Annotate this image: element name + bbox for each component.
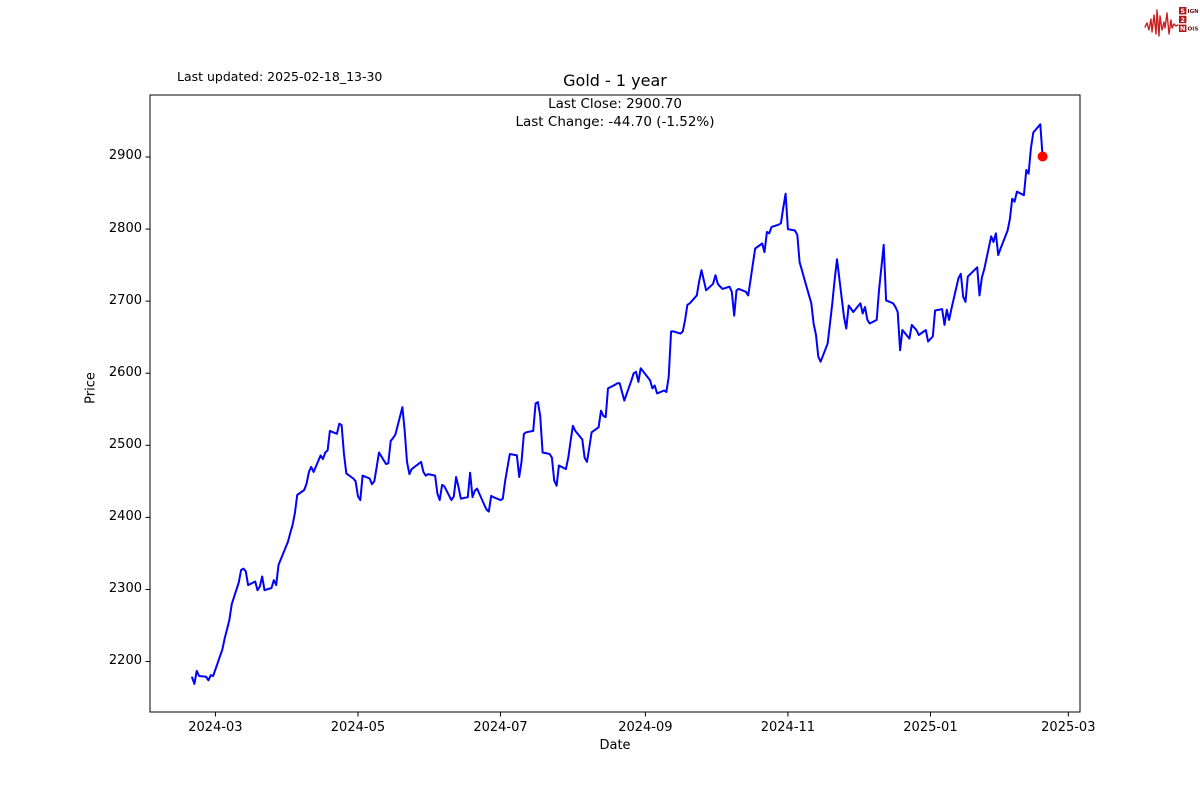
svg-text:N: N	[1180, 25, 1185, 33]
ekg-waveform-icon	[1144, 9, 1179, 37]
last-price-marker	[1037, 151, 1048, 162]
x-tick-label: 2024-09	[618, 720, 673, 735]
price-line	[191, 123, 1044, 685]
y-tick-label: 2200	[108, 653, 142, 669]
y-tick-label: 2700	[108, 292, 142, 308]
last-close-text: Last Close: 2900.70	[548, 96, 682, 112]
x-tick-label: 2024-11	[760, 720, 816, 735]
logo-word-2: 2	[1179, 16, 1187, 24]
y-tick-label: 2300	[108, 580, 142, 596]
logo-word-signal: S IGNAL	[1179, 7, 1198, 15]
svg-text:IGNAL: IGNAL	[1188, 9, 1199, 15]
page-title: Gold - 1 year	[563, 71, 667, 90]
signal-2-noise-logo: S IGNAL 2 N OISE	[1144, 7, 1199, 37]
svg-text:2: 2	[1180, 16, 1184, 24]
plot-frame	[149, 94, 1081, 713]
last-change-text: Last Change: -44.70 (-1.52%)	[515, 114, 715, 130]
x-tick-label: 2024-07	[473, 720, 528, 735]
x-tick-label: 2024-03	[188, 720, 243, 735]
svg-text:S: S	[1180, 7, 1185, 15]
y-tick-label: 2400	[108, 508, 142, 524]
y-tick-label: 2900	[108, 148, 142, 164]
x-tick-label: 2025-03	[1041, 720, 1096, 735]
logo-word-noise: N OISE	[1179, 24, 1199, 33]
x-tick-label: 2024-05	[330, 720, 386, 735]
x-tick-label: 2025-01	[903, 720, 958, 735]
y-tick-label: 2600	[108, 364, 142, 380]
y-tick-label: 2800	[108, 220, 142, 236]
x-axis-label: Date	[599, 738, 631, 753]
last-updated-text: Last updated: 2025-02-18_13-30	[177, 69, 383, 84]
svg-text:OISE: OISE	[1188, 27, 1199, 33]
y-tick-label: 2500	[108, 436, 142, 452]
